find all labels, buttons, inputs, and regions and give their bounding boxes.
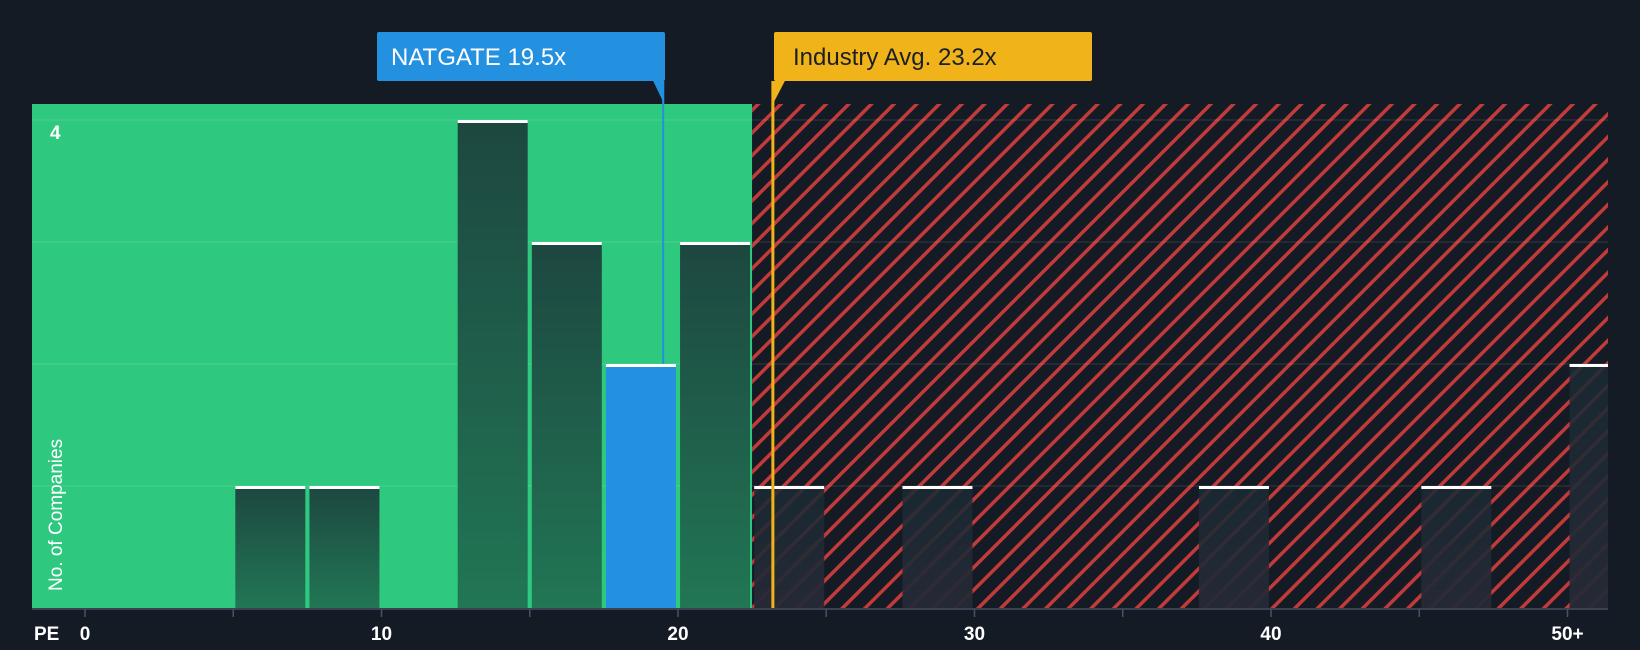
x-tick-label: 20 <box>667 624 688 645</box>
x-tick-label: 30 <box>964 624 985 645</box>
histogram-bar <box>531 242 602 608</box>
x-tick-label: 10 <box>371 624 392 645</box>
industry-callout-label: Industry Avg. 23.2x <box>793 44 997 71</box>
company-callout: NATGATE 19.5x <box>377 32 665 104</box>
x-tick-label: 40 <box>1260 624 1281 645</box>
x-axis-ticks: 0 10 20 30 40 50+ <box>80 609 1584 645</box>
histogram-bar <box>235 486 306 608</box>
y-tick-label-4: 4 <box>50 123 61 144</box>
value-markers <box>662 81 775 608</box>
histogram-bar <box>754 486 825 608</box>
x-tick-label: 50+ <box>1551 624 1583 645</box>
histogram-bar <box>309 486 380 608</box>
histogram-bar <box>1569 364 1608 608</box>
histogram-bar <box>1198 486 1269 608</box>
industry-callout: Industry Avg. 23.2x <box>771 32 1092 106</box>
histogram-bar <box>1421 486 1492 608</box>
x-axis-label: PE <box>34 624 59 645</box>
histogram-bar <box>457 120 528 608</box>
histogram-bars <box>235 120 1608 608</box>
histogram-bar <box>680 242 751 608</box>
company-callout-label: NATGATE 19.5x <box>391 44 566 71</box>
histogram-bar <box>902 486 973 608</box>
x-tick-label: 0 <box>80 624 91 645</box>
company-bar <box>605 364 676 608</box>
y-axis-label: No. of Companies <box>46 439 67 591</box>
